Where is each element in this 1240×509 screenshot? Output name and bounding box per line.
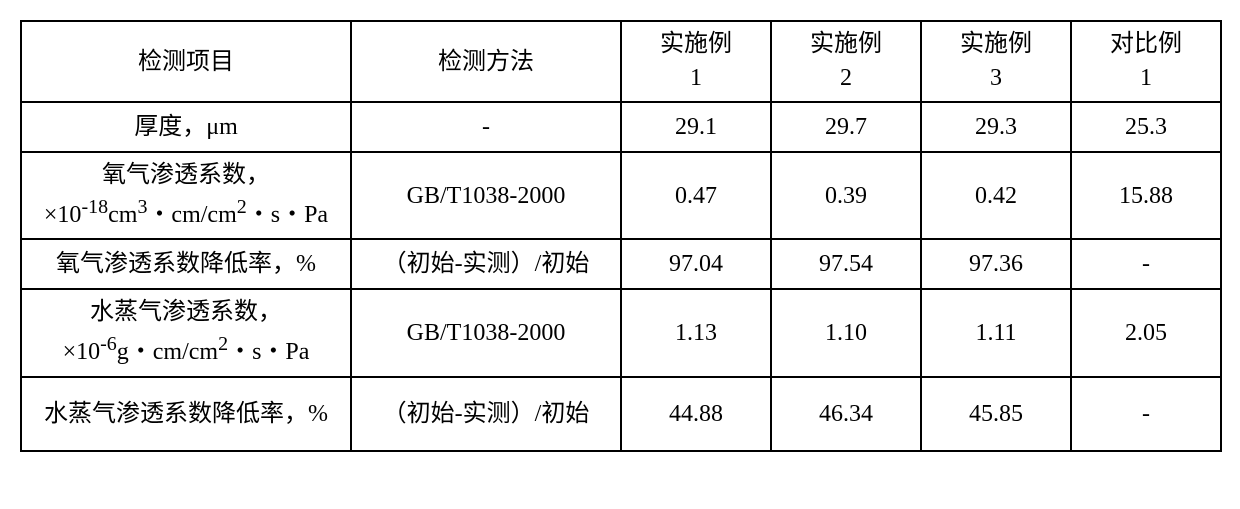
- cell-v3: 1.11: [921, 289, 1071, 376]
- col-header-method: 检测方法: [351, 21, 621, 102]
- col-header-ex3-l1: 实施例: [960, 31, 1032, 57]
- col-header-ex2-l2: 2: [840, 65, 852, 91]
- cell-v1: 1.13: [621, 289, 771, 376]
- cell-item-l2: ×10-6g・cm/cm2・s・Pa: [63, 339, 310, 365]
- cell-item: 水蒸气渗透系数， ×10-6g・cm/cm2・s・Pa: [21, 289, 351, 376]
- cell-item-l2: ×10-18cm3・cm/cm2・s・Pa: [44, 202, 328, 228]
- col-header-ex3-l2: 3: [990, 65, 1002, 91]
- cell-v2: 97.54: [771, 239, 921, 289]
- cell-v3: 45.85: [921, 377, 1071, 451]
- cell-v1: 29.1: [621, 102, 771, 152]
- table-row: 氧气渗透系数降低率，% （初始-实测）/初始 97.04 97.54 97.36…: [21, 239, 1221, 289]
- cell-item: 氧气渗透系数降低率，%: [21, 239, 351, 289]
- cell-v1: 44.88: [621, 377, 771, 451]
- cell-v3: 29.3: [921, 102, 1071, 152]
- cell-v2: 29.7: [771, 102, 921, 152]
- cell-v1: 97.04: [621, 239, 771, 289]
- cell-v3: 97.36: [921, 239, 1071, 289]
- cell-v4: 2.05: [1071, 289, 1221, 376]
- col-header-cmp1: 对比例 1: [1071, 21, 1221, 102]
- cell-v1: 0.47: [621, 152, 771, 239]
- cell-item: 氧气渗透系数， ×10-18cm3・cm/cm2・s・Pa: [21, 152, 351, 239]
- cell-v4: -: [1071, 377, 1221, 451]
- cell-v4: 15.88: [1071, 152, 1221, 239]
- col-header-ex1: 实施例 1: [621, 21, 771, 102]
- cell-v3: 0.42: [921, 152, 1071, 239]
- header-row: 检测项目 检测方法 实施例 1 实施例 2 实施例 3 对比例 1: [21, 21, 1221, 102]
- cell-item-l1: 氧气渗透系数，: [102, 162, 270, 188]
- cell-method: GB/T1038-2000: [351, 289, 621, 376]
- cell-method: （初始-实测）/初始: [351, 377, 621, 451]
- cell-item: 厚度，μm: [21, 102, 351, 152]
- cell-item: 水蒸气渗透系数降低率，%: [21, 377, 351, 451]
- table-row: 氧气渗透系数， ×10-18cm3・cm/cm2・s・Pa GB/T1038-2…: [21, 152, 1221, 239]
- cell-v2: 0.39: [771, 152, 921, 239]
- table-row: 水蒸气渗透系数， ×10-6g・cm/cm2・s・Pa GB/T1038-200…: [21, 289, 1221, 376]
- cell-item-l1: 水蒸气渗透系数，: [90, 299, 282, 325]
- col-header-ex2-l1: 实施例: [810, 31, 882, 57]
- col-header-cmp1-l1: 对比例: [1110, 31, 1182, 57]
- cell-v4: 25.3: [1071, 102, 1221, 152]
- cell-v2: 46.34: [771, 377, 921, 451]
- col-header-ex1-l2: 1: [690, 65, 702, 91]
- col-header-ex2: 实施例 2: [771, 21, 921, 102]
- col-header-ex3: 实施例 3: [921, 21, 1071, 102]
- table-row: 水蒸气渗透系数降低率，% （初始-实测）/初始 44.88 46.34 45.8…: [21, 377, 1221, 451]
- col-header-cmp1-l2: 1: [1140, 65, 1152, 91]
- cell-method: GB/T1038-2000: [351, 152, 621, 239]
- col-header-item: 检测项目: [21, 21, 351, 102]
- col-header-ex1-l1: 实施例: [660, 31, 732, 57]
- cell-method: -: [351, 102, 621, 152]
- data-table: 检测项目 检测方法 实施例 1 实施例 2 实施例 3 对比例 1 厚度，μm …: [20, 20, 1222, 452]
- table-row: 厚度，μm - 29.1 29.7 29.3 25.3: [21, 102, 1221, 152]
- cell-v4: -: [1071, 239, 1221, 289]
- cell-v2: 1.10: [771, 289, 921, 376]
- cell-method: （初始-实测）/初始: [351, 239, 621, 289]
